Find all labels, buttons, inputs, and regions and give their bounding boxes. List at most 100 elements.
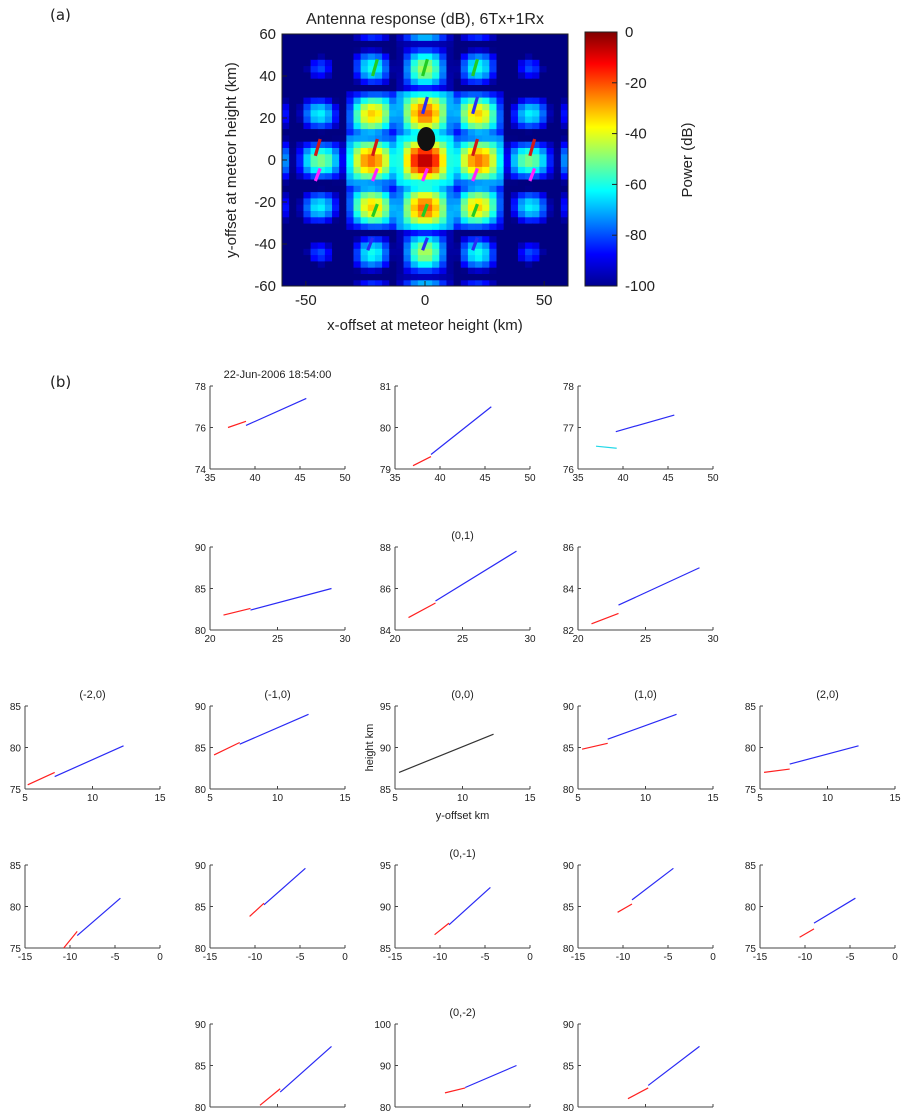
- subplot-y-tick-label: 85: [10, 702, 22, 713]
- antenna-marker: [313, 167, 322, 182]
- heatmap-cell: [539, 260, 548, 268]
- heatmap-cell: [432, 273, 440, 281]
- heatmap-cell: [439, 254, 448, 262]
- heatmap-cell: [532, 122, 540, 130]
- heatmap-cell: [517, 223, 526, 230]
- heatmap-cell: [382, 115, 390, 123]
- heatmap-cell: [553, 248, 562, 256]
- heatmap-cell: [374, 229, 383, 237]
- heatmap-cell: [503, 166, 512, 174]
- heatmap-cell: [303, 254, 312, 262]
- heatmap-cell: [410, 46, 419, 54]
- heatmap-cell: [367, 216, 376, 224]
- heatmap-cell: [324, 235, 333, 243]
- heatmap-cell: [453, 229, 462, 237]
- heatmap-cell: [410, 185, 419, 193]
- heatmap-cell: [532, 46, 540, 54]
- heatmap-cell: [560, 166, 568, 174]
- heatmap-cell: [517, 34, 526, 41]
- heatmap-cell: [510, 103, 519, 111]
- subplot-x-tick-label: 35: [204, 473, 216, 484]
- heatmap-cell: [467, 40, 476, 48]
- subplot-y-tick-label: 80: [745, 744, 757, 755]
- heatmap-cell: [339, 191, 347, 199]
- heatmap-cell: [360, 172, 369, 180]
- heatmap-cell: [517, 197, 526, 205]
- heatmap-cell: [525, 141, 533, 148]
- heatmap-cell: [346, 46, 355, 54]
- series-line-blue: [263, 867, 306, 906]
- heatmap-cell: [453, 160, 462, 167]
- heatmap-cell: [339, 84, 347, 92]
- subplot-y-tick-label: 80: [563, 1103, 575, 1112]
- heatmap-cell: [532, 273, 540, 281]
- heatmap-cell: [496, 172, 505, 180]
- heatmap-cell: [510, 210, 519, 218]
- heatmap-cell: [560, 248, 568, 256]
- heatmap-cell: [453, 235, 462, 243]
- heatmap-cell: [525, 185, 533, 193]
- heatmap-cell: [503, 134, 512, 142]
- heatmap-cell: [467, 34, 476, 41]
- subplot-y-tick-label: 88: [380, 543, 392, 554]
- heatmap-cell: [332, 178, 340, 186]
- heatmap-cell: [360, 210, 369, 218]
- heatmap-cell: [282, 84, 290, 92]
- heatmap-cell: [353, 34, 362, 41]
- heatmap-cell: [353, 172, 362, 180]
- heatmap-cell: [410, 260, 419, 268]
- heatmap-cell: [532, 84, 540, 92]
- heatmap-cell: [324, 260, 333, 268]
- heatmap-cell: [289, 71, 297, 79]
- heatmap-cell: [453, 122, 462, 130]
- heatmap-cell: [410, 223, 419, 230]
- subplot-y-tick-label: 84: [380, 626, 392, 637]
- heatmap-cell: [389, 109, 397, 117]
- heatmap-cell: [460, 204, 469, 211]
- subplot-x-tick-label: 0: [157, 952, 163, 963]
- heatmap-cell: [439, 65, 448, 73]
- heatmap-cell: [510, 115, 519, 123]
- heatmap-cell: [432, 254, 440, 262]
- heatmap-cell: [324, 267, 333, 274]
- heatmap-cell: [453, 71, 462, 79]
- heatmap-cell: [475, 115, 483, 123]
- heatmap-cell: [489, 90, 498, 98]
- heatmap-cell: [289, 103, 297, 111]
- heatmap-cell: [496, 109, 505, 117]
- heatmap-cell: [324, 172, 333, 180]
- subplot-x-tick-label: 40: [249, 473, 261, 484]
- heatmap-cell: [517, 141, 526, 148]
- heatmap-cell: [346, 235, 355, 243]
- heatmap-cell: [525, 279, 533, 286]
- heatmap-cell: [489, 84, 498, 92]
- subplot-x-tick-label: -5: [111, 952, 120, 963]
- heatmap-cell: [546, 97, 555, 104]
- heatmap-cell: [432, 52, 440, 60]
- heatmap-cell: [517, 273, 526, 281]
- heatmap-cell: [510, 40, 519, 48]
- heatmap-cell: [324, 153, 333, 161]
- heatmap-cell: [453, 267, 462, 274]
- heatmap-cell: [353, 279, 362, 286]
- heatmap-cell: [310, 160, 319, 167]
- heatmap-cell: [453, 254, 462, 262]
- heatmap-cell: [324, 103, 333, 111]
- heatmap-cell: [382, 197, 390, 205]
- heatmap-cell: [339, 273, 347, 281]
- heatmap-cell: [303, 115, 312, 123]
- heatmap-cell: [324, 128, 333, 136]
- heatmap-cell: [317, 254, 326, 262]
- heatmap-cell: [446, 84, 455, 92]
- heatmap-cell: [453, 128, 462, 136]
- heatmap-cell: [317, 204, 326, 211]
- heatmap-cell: [482, 71, 490, 79]
- heatmap-cell: [446, 52, 455, 60]
- heatmap-cell: [546, 59, 555, 67]
- heatmap-cell: [553, 115, 562, 123]
- heatmap-cell: [410, 52, 419, 60]
- heatmap-cell: [382, 185, 390, 193]
- heatmap-cell: [403, 273, 412, 281]
- heatmap-cell: [546, 216, 555, 224]
- heatmap-cell: [346, 254, 355, 262]
